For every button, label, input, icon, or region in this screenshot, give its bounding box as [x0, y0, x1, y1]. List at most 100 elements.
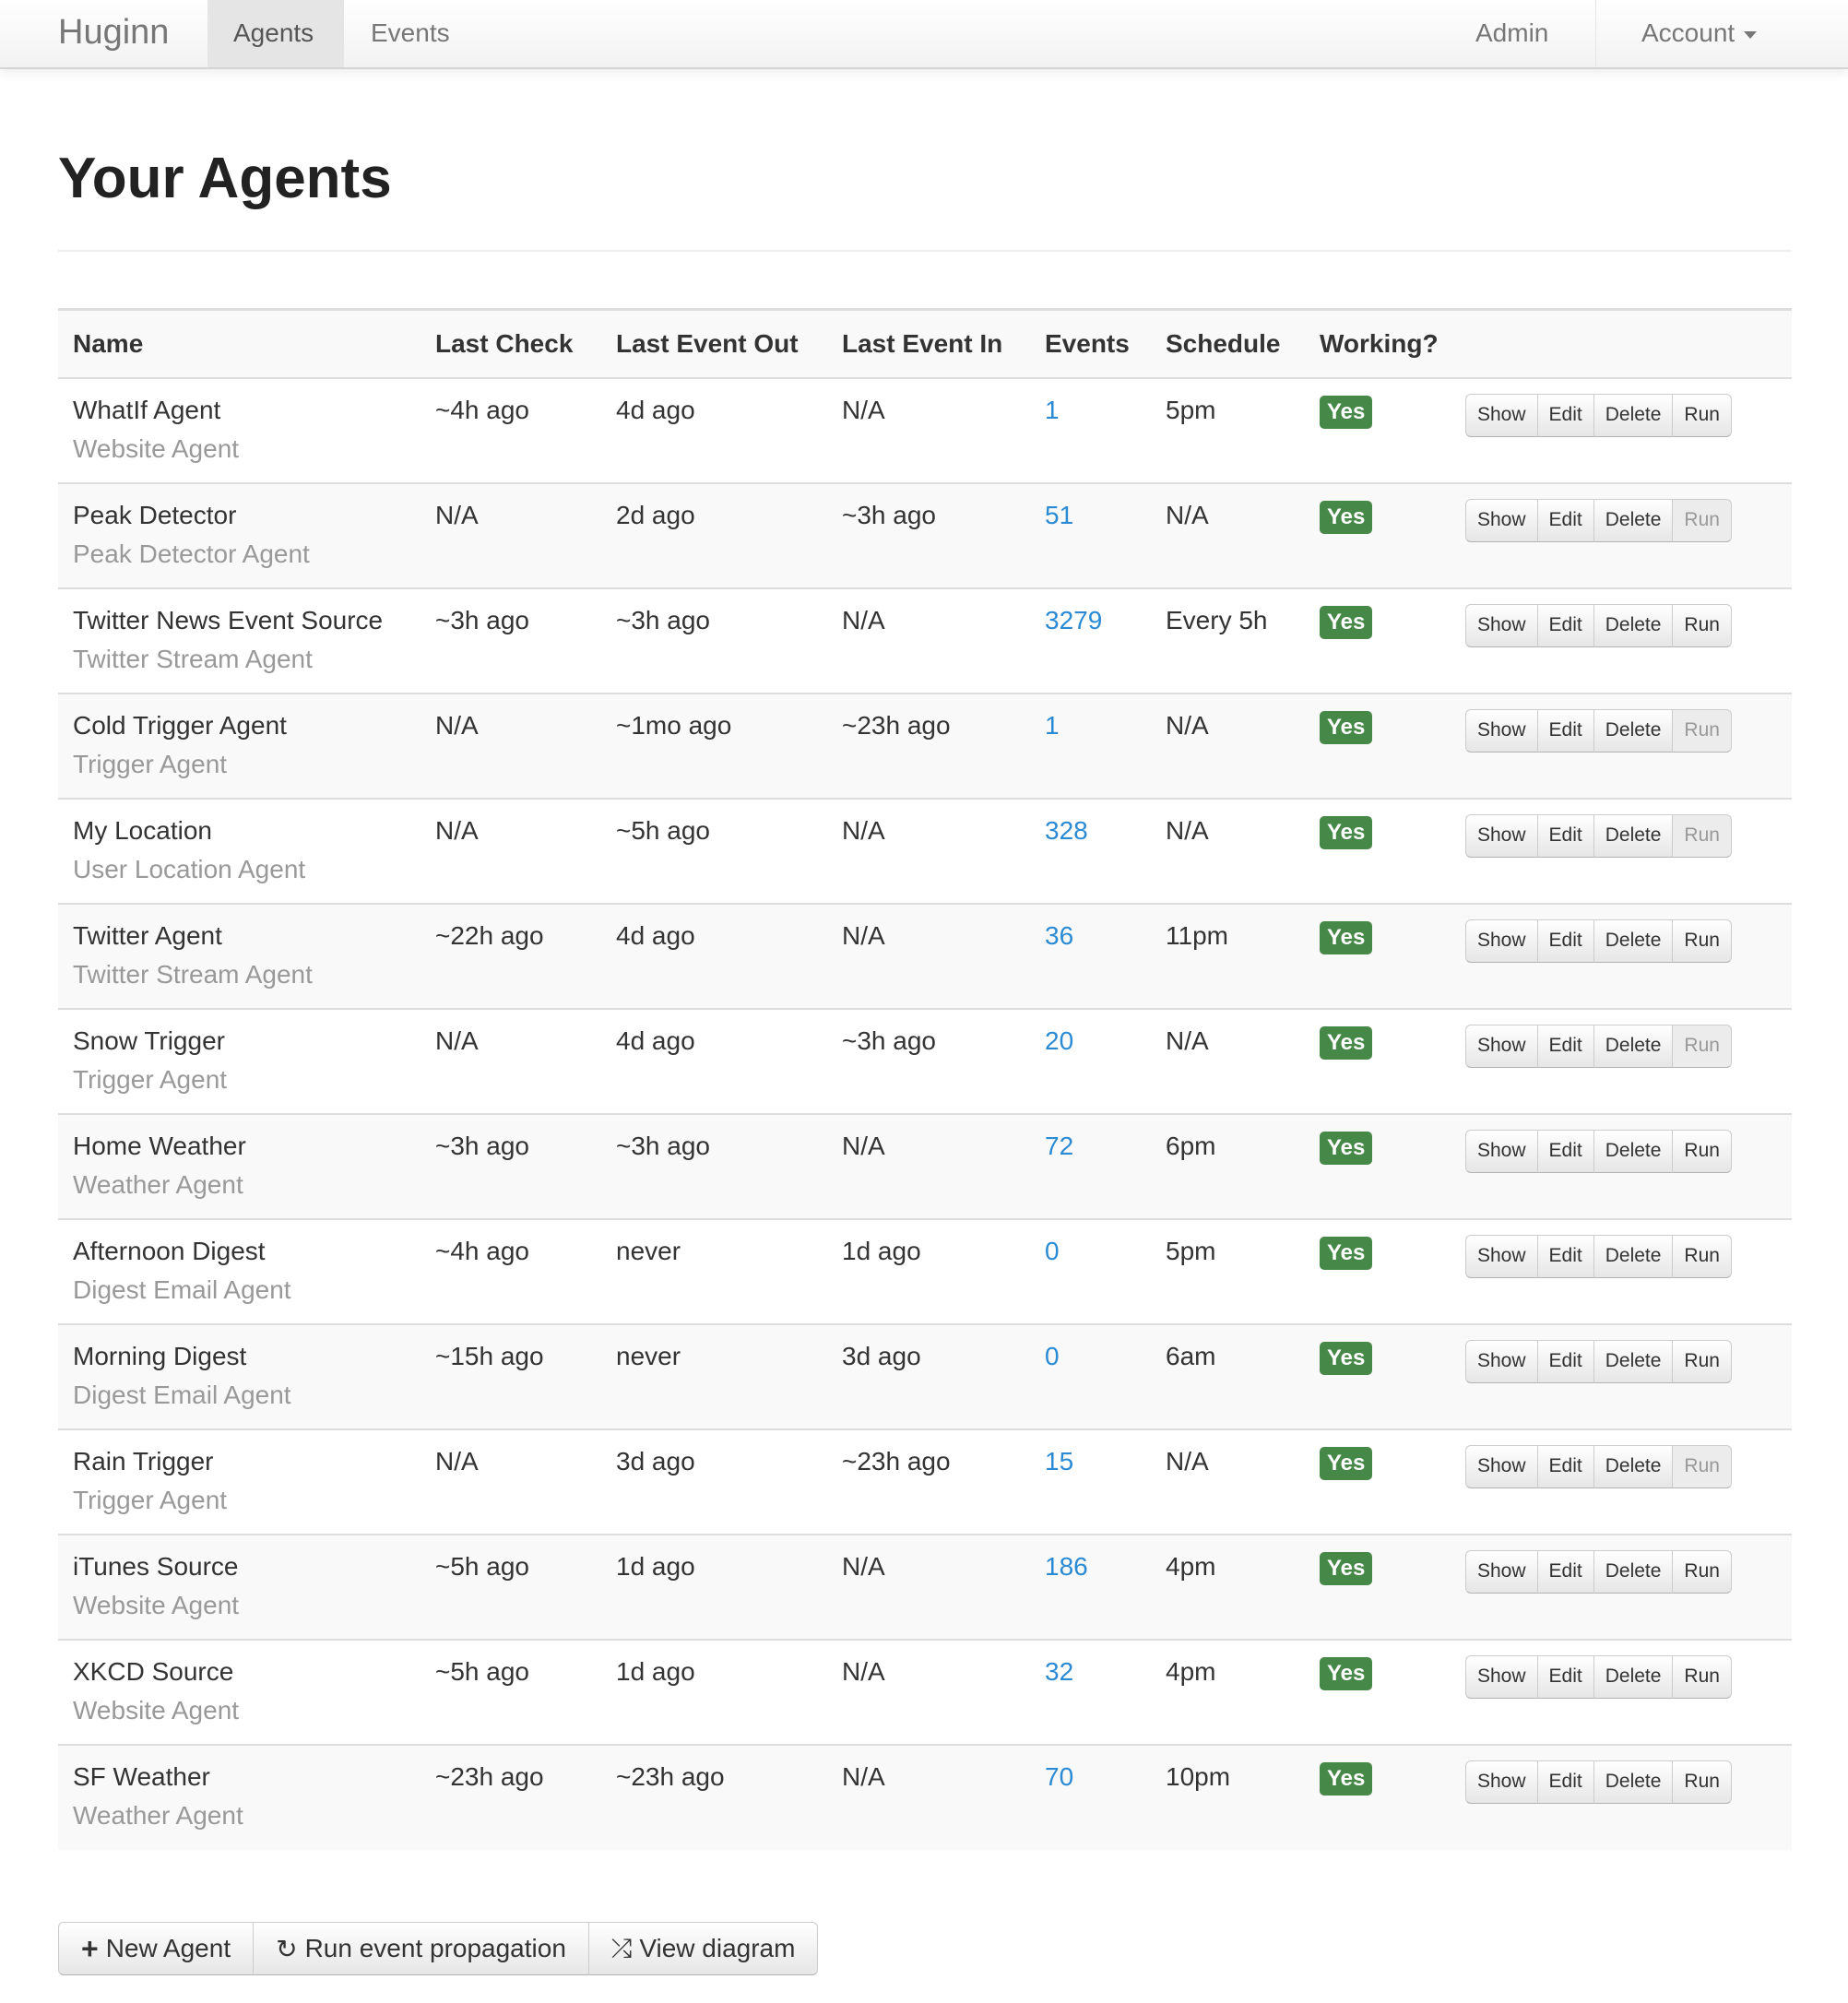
edit-button[interactable]: Edit	[1536, 1024, 1594, 1068]
show-button[interactable]: Show	[1465, 393, 1538, 437]
events-count-link[interactable]: 1	[1045, 395, 1060, 424]
edit-button[interactable]: Edit	[1536, 813, 1594, 858]
agent-actions: Show Edit Delete Run	[1465, 1234, 1732, 1278]
working-cell: Yes	[1305, 587, 1462, 693]
events-count-link[interactable]: 20	[1045, 1025, 1074, 1055]
agent-name[interactable]: Snow Trigger	[73, 1025, 225, 1055]
show-button[interactable]: Show	[1465, 1760, 1538, 1804]
events-count-link[interactable]: 32	[1045, 1656, 1074, 1686]
show-button[interactable]: Show	[1465, 1339, 1538, 1383]
events-count-link[interactable]: 0	[1045, 1236, 1060, 1265]
delete-button[interactable]: Delete	[1593, 603, 1674, 647]
delete-button[interactable]: Delete	[1593, 1549, 1674, 1594]
brand-logo[interactable]: Huginn	[58, 13, 170, 52]
run-button[interactable]: Run	[1672, 1654, 1732, 1699]
events-count-link[interactable]: 36	[1045, 920, 1074, 950]
run-button[interactable]: Run	[1672, 603, 1732, 647]
delete-button[interactable]: Delete	[1593, 919, 1674, 963]
events-count-link[interactable]: 15	[1045, 1446, 1074, 1476]
last-check: ~22h ago	[421, 902, 601, 1009]
agent-name[interactable]: Afternoon Digest	[73, 1236, 266, 1265]
agent-name[interactable]: Rain Trigger	[73, 1446, 214, 1476]
edit-button[interactable]: Edit	[1536, 1444, 1594, 1488]
edit-button[interactable]: Edit	[1536, 1129, 1594, 1173]
edit-button[interactable]: Edit	[1536, 708, 1594, 753]
nav-account-dropdown[interactable]: Account	[1616, 0, 1783, 67]
events-count-link[interactable]: 72	[1045, 1131, 1074, 1160]
agent-name[interactable]: My Location	[73, 815, 212, 845]
agent-name[interactable]: Twitter News Event Source	[73, 605, 384, 634]
delete-button[interactable]: Delete	[1593, 1444, 1674, 1488]
edit-button[interactable]: Edit	[1536, 1549, 1594, 1594]
show-button[interactable]: Show	[1465, 1129, 1538, 1173]
events-count-link[interactable]: 70	[1045, 1761, 1074, 1791]
events-count-link[interactable]: 51	[1045, 500, 1074, 529]
show-button[interactable]: Show	[1465, 1234, 1538, 1278]
run-button[interactable]: Run	[1672, 919, 1732, 963]
agent-name[interactable]: Peak Detector	[73, 500, 237, 529]
nav-admin[interactable]: Admin	[1475, 18, 1549, 47]
agent-name[interactable]: iTunes Source	[73, 1551, 239, 1581]
col-working: Working?	[1305, 308, 1462, 379]
edit-button[interactable]: Edit	[1536, 603, 1594, 647]
events-cell: 20	[1030, 1007, 1151, 1114]
run-button[interactable]: Run	[1672, 393, 1732, 437]
delete-button[interactable]: Delete	[1593, 1760, 1674, 1804]
edit-button[interactable]: Edit	[1536, 498, 1594, 542]
events-count-link[interactable]: 328	[1045, 815, 1088, 845]
show-button[interactable]: Show	[1465, 1549, 1538, 1594]
delete-button[interactable]: Delete	[1593, 1129, 1674, 1173]
show-button[interactable]: Show	[1465, 919, 1538, 963]
run-button[interactable]: Run	[1672, 1234, 1732, 1278]
delete-button[interactable]: Delete	[1593, 498, 1674, 542]
delete-button[interactable]: Delete	[1593, 1654, 1674, 1699]
edit-button[interactable]: Edit	[1536, 919, 1594, 963]
agent-name-cell: Peak Detector Peak Detector Agent	[58, 481, 421, 588]
agent-name[interactable]: WhatIf Agent	[73, 395, 221, 424]
run-button[interactable]: Run	[1672, 1129, 1732, 1173]
show-button[interactable]: Show	[1465, 813, 1538, 858]
run-button[interactable]: Run	[1672, 1339, 1732, 1383]
run-button[interactable]: Run	[1672, 1760, 1732, 1804]
nav-events[interactable]: Events	[371, 18, 450, 47]
last-event-in: 3d ago	[827, 1322, 1030, 1429]
show-button[interactable]: Show	[1465, 1024, 1538, 1068]
show-button[interactable]: Show	[1465, 498, 1538, 542]
run-button[interactable]: Run	[1672, 1549, 1732, 1594]
actions-cell: Show Edit Delete Run	[1462, 587, 1792, 693]
events-count-link[interactable]: 0	[1045, 1341, 1060, 1370]
show-button[interactable]: Show	[1465, 1654, 1538, 1699]
agent-actions: Show Edit Delete Run	[1465, 603, 1732, 647]
agent-name[interactable]: Home Weather	[73, 1131, 246, 1160]
agent-name[interactable]: Morning Digest	[73, 1341, 247, 1370]
delete-button[interactable]: Delete	[1593, 708, 1674, 753]
show-button[interactable]: Show	[1465, 1444, 1538, 1488]
nav-agents[interactable]: Agents	[207, 0, 344, 67]
events-count-link[interactable]: 186	[1045, 1551, 1088, 1581]
run-event-propagation-button[interactable]: ↻ Run event propagation	[253, 1922, 589, 1975]
view-diagram-button[interactable]: ⤮ View diagram	[587, 1922, 819, 1975]
show-button[interactable]: Show	[1465, 603, 1538, 647]
edit-button[interactable]: Edit	[1536, 1760, 1594, 1804]
page-title: Your Agents	[58, 147, 392, 210]
new-agent-button[interactable]: + New Agent	[58, 1922, 255, 1975]
events-count-link[interactable]: 3279	[1045, 605, 1103, 634]
edit-button[interactable]: Edit	[1536, 393, 1594, 437]
col-name: Name	[58, 308, 421, 379]
show-button[interactable]: Show	[1465, 708, 1538, 753]
edit-button[interactable]: Edit	[1536, 1234, 1594, 1278]
agent-name[interactable]: SF Weather	[73, 1761, 210, 1791]
events-count-link[interactable]: 1	[1045, 710, 1060, 740]
delete-button[interactable]: Delete	[1593, 1339, 1674, 1383]
edit-button[interactable]: Edit	[1536, 1339, 1594, 1383]
last-event-out: never	[601, 1217, 827, 1324]
delete-button[interactable]: Delete	[1593, 393, 1674, 437]
last-event-out: 2d ago	[601, 481, 827, 588]
delete-button[interactable]: Delete	[1593, 1234, 1674, 1278]
edit-button[interactable]: Edit	[1536, 1654, 1594, 1699]
delete-button[interactable]: Delete	[1593, 1024, 1674, 1068]
delete-button[interactable]: Delete	[1593, 813, 1674, 858]
agent-name[interactable]: Twitter Agent	[73, 920, 222, 950]
agent-name[interactable]: XKCD Source	[73, 1656, 234, 1686]
agent-name[interactable]: Cold Trigger Agent	[73, 710, 287, 740]
